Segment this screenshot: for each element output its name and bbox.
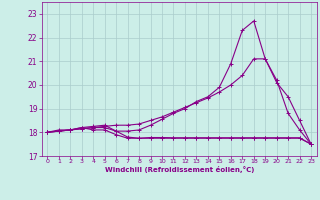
X-axis label: Windchill (Refroidissement éolien,°C): Windchill (Refroidissement éolien,°C)	[105, 166, 254, 173]
